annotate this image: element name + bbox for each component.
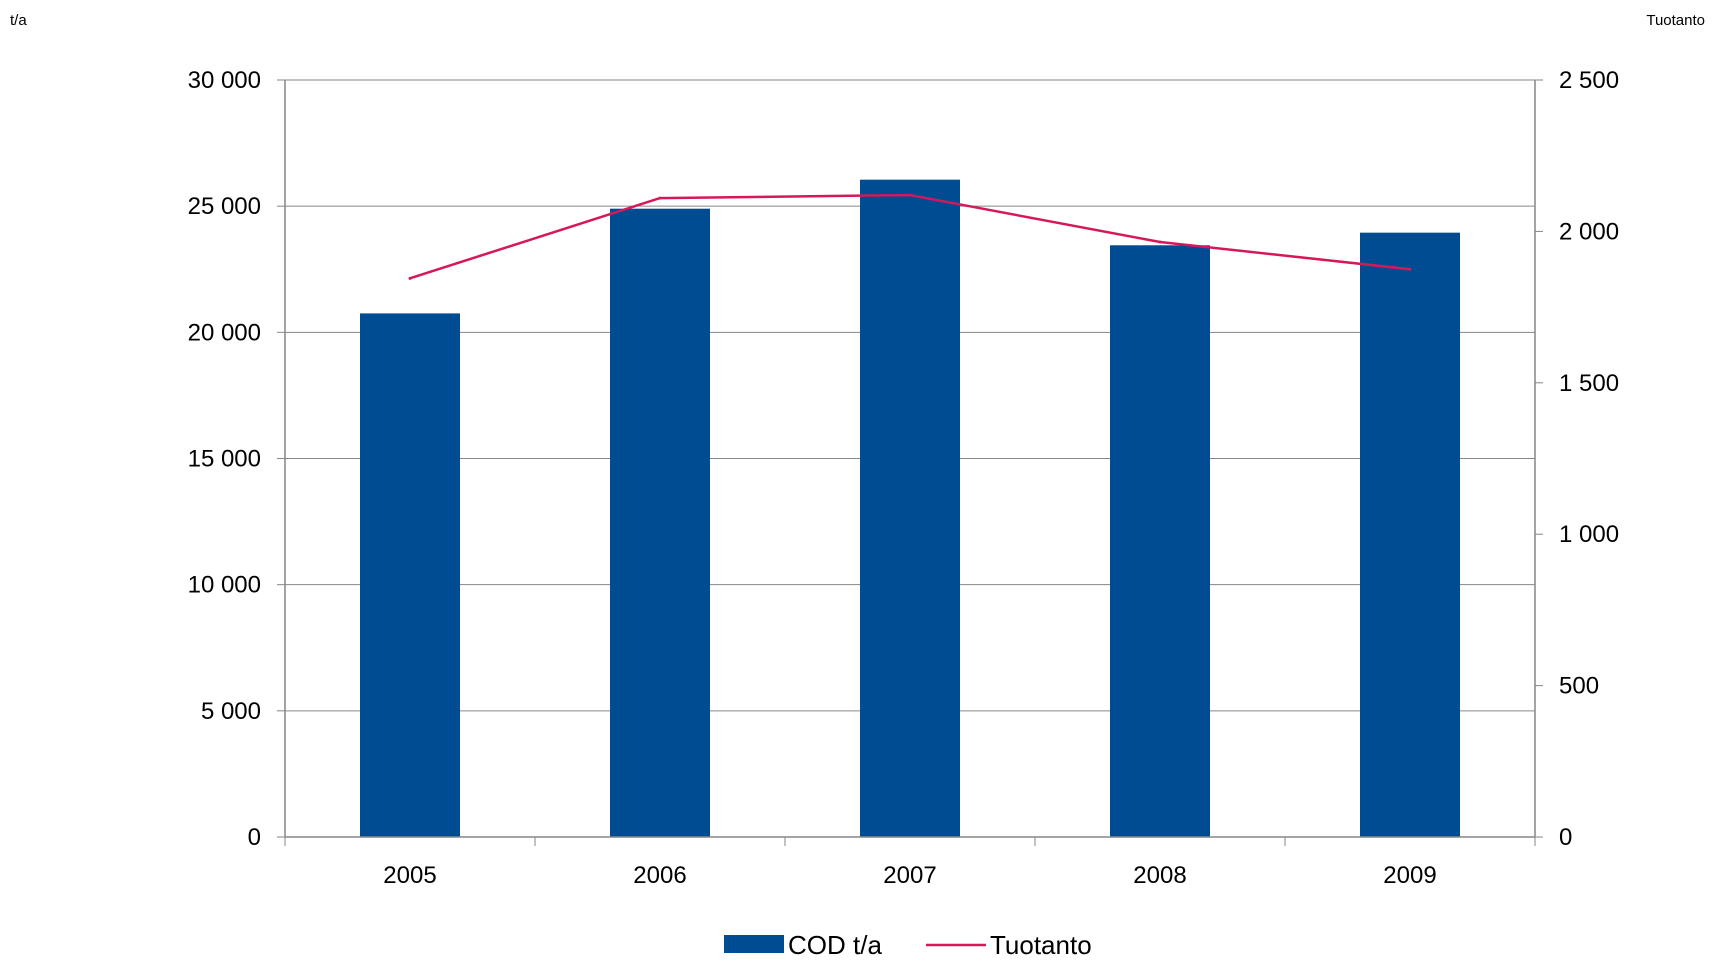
legend-label-tuotanto: Tuotanto — [990, 930, 1092, 960]
line-point-2007 — [908, 193, 912, 197]
left-axis-tick-label: 20 000 — [188, 319, 261, 346]
axes — [277, 79, 1543, 846]
x-axis-tick-label: 2009 — [1383, 862, 1436, 889]
x-axis-tick-label: 2006 — [633, 862, 686, 889]
right-axis-tick-label: 2 000 — [1559, 218, 1619, 245]
right-axis-unit-label: Tuotanto — [1646, 12, 1705, 29]
x-axis-tick-label: 2005 — [383, 862, 436, 889]
line-point-2008 — [1158, 240, 1162, 244]
bar-2006 — [610, 208, 710, 837]
legend-label-cod: COD t/a — [788, 930, 882, 960]
tick-labels: 0 5 000 10 000 15 000 20 000 25 000 30 000 0 500… — [188, 67, 1619, 889]
right-axis-tick-label: 0 — [1559, 824, 1572, 851]
left-axis-tick-label: 0 — [248, 824, 261, 851]
bar-series — [360, 179, 1460, 838]
bar-2008 — [1110, 245, 1210, 838]
left-axis-tick-label: 5 000 — [201, 698, 261, 725]
x-axis-tick-label: 2007 — [883, 862, 936, 889]
left-axis-tick-label: 10 000 — [188, 572, 261, 599]
bar-2009 — [1360, 232, 1460, 837]
line-point-2005 — [408, 276, 412, 280]
bar-2005 — [360, 313, 460, 837]
bar-2007 — [860, 179, 960, 838]
x-axis-tick-label: 2008 — [1133, 862, 1186, 889]
legend: COD t/a Tuotanto — [724, 930, 1092, 960]
right-axis-tick-label: 500 — [1559, 673, 1599, 700]
legend-swatch-cod — [724, 935, 784, 953]
right-axis-tick-label: 1 000 — [1559, 521, 1619, 548]
line-point-2006 — [658, 196, 662, 200]
line-point-2009 — [1408, 267, 1412, 271]
left-axis-tick-label: 25 000 — [188, 193, 261, 220]
left-axis-tick-label: 30 000 — [188, 67, 261, 94]
right-axis-tick-label: 1 500 — [1559, 370, 1619, 397]
left-axis-unit-label: t/a — [10, 12, 27, 29]
right-axis-tick-label: 2 500 — [1559, 67, 1619, 94]
line-series — [408, 193, 1412, 280]
left-axis-tick-label: 15 000 — [188, 446, 261, 473]
